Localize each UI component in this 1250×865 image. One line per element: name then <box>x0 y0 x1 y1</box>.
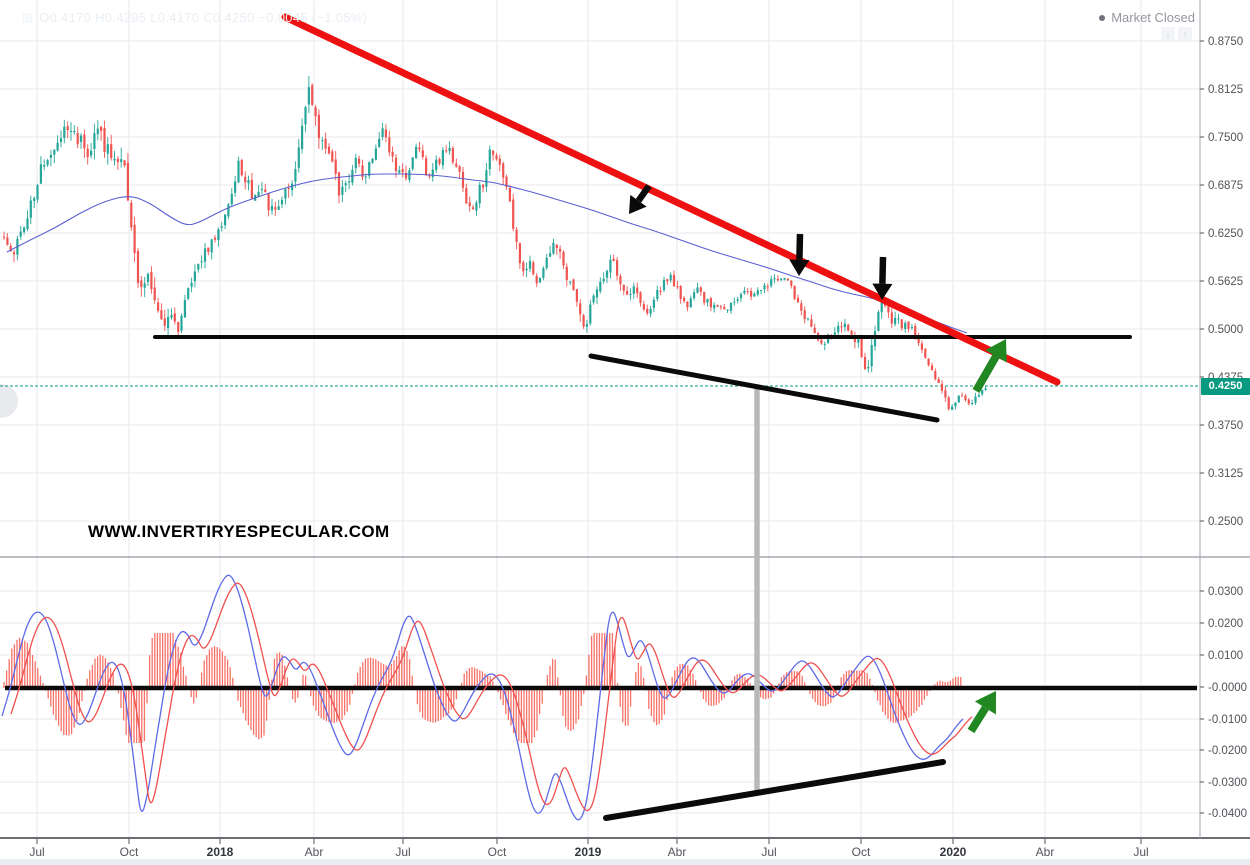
black-down-arrow-2 <box>796 233 804 260</box>
price-tick-label[interactable]: -0.0300 <box>1208 777 1247 789</box>
falling-trendline <box>588 353 940 423</box>
time-tick-label[interactable]: Oct <box>488 845 507 859</box>
candle-wicks-up <box>16 75 987 410</box>
legend-ohlc-values: O0.4170 H0.4295 L0.4170 C0.4250 −0.0045 … <box>39 10 368 25</box>
price-tick-label[interactable]: -0.0000 <box>1208 682 1247 694</box>
site-watermark: WWW.INVERTIRYESPECULAR.COM <box>88 522 390 541</box>
price-tick-label[interactable]: 0.6250 <box>1208 228 1243 240</box>
time-tick-label[interactable]: Oct <box>852 845 871 859</box>
green-up-arrow-2-head <box>974 691 996 715</box>
macd-line <box>1 574 964 821</box>
time-tick-label[interactable]: Abr <box>305 845 324 859</box>
market-status: Market Closed <box>1099 10 1195 25</box>
time-tick-label[interactable]: Jul <box>29 845 44 859</box>
price-tick-label[interactable]: 0.5000 <box>1208 324 1243 336</box>
last-price-badge: 0.4250 <box>1201 378 1250 395</box>
indicator-trendline <box>603 759 946 821</box>
ma-line <box>6 173 968 334</box>
black-down-arrow-1 <box>635 184 652 203</box>
time-tick-label[interactable]: Jul <box>395 845 410 859</box>
green-up-arrow-1 <box>972 354 1000 393</box>
black-down-arrow-3 <box>879 256 887 284</box>
black-down-arrow-2-head <box>789 259 810 276</box>
green-up-arrow-1-head <box>985 339 1007 363</box>
scale-up-button[interactable]: ↑ <box>1178 27 1192 41</box>
time-tick-label[interactable]: Abr <box>1036 845 1055 859</box>
price-tick-label[interactable]: 0.8125 <box>1208 84 1243 96</box>
gridlines <box>0 0 1200 838</box>
candle-wicks-down <box>3 83 970 411</box>
candle-bodies-up <box>16 87 987 410</box>
red-downtrend-line <box>281 13 1061 386</box>
time-tick-label[interactable]: Abr <box>668 845 687 859</box>
price-tick-label[interactable]: 0.2500 <box>1208 516 1243 528</box>
candle-bodies-down <box>2 85 970 410</box>
price-tick-label[interactable]: 0.3125 <box>1208 468 1243 480</box>
time-tick-label[interactable]: Oct <box>120 845 139 859</box>
green-up-arrow-2 <box>967 705 989 734</box>
price-tick-label[interactable]: 0.8750 <box>1208 36 1243 48</box>
price-tick-label[interactable]: -0.0100 <box>1208 714 1247 726</box>
price-tick-label[interactable]: 0.6875 <box>1208 180 1243 192</box>
market-status-label: Market Closed <box>1111 10 1195 25</box>
status-dot-icon <box>1099 14 1106 21</box>
price-tick-label[interactable]: 0.3750 <box>1208 420 1243 432</box>
legend-symbol-icon: ⊞ <box>22 10 34 25</box>
time-tick-label[interactable]: Jul <box>1133 845 1148 859</box>
time-tick-label[interactable]: 2019 <box>575 845 602 859</box>
bottom-toolbar-strip <box>0 859 1250 865</box>
black-down-arrow-3-head <box>872 283 893 300</box>
price-tick-label[interactable]: -0.0200 <box>1208 745 1247 757</box>
time-tick-label[interactable]: 2020 <box>940 845 967 859</box>
price-tick-label[interactable]: 0.0100 <box>1208 650 1243 662</box>
price-tick-label[interactable]: 0.0300 <box>1208 586 1243 598</box>
ohlc-legend: ⊞ O0.4170 H0.4295 L0.4170 C0.4250 −0.0045… <box>22 10 367 26</box>
price-tick-label[interactable]: -0.0400 <box>1208 808 1247 820</box>
scale-down-button[interactable]: ↓ <box>1161 27 1175 41</box>
price-tick-label[interactable]: 0.7500 <box>1208 132 1243 144</box>
signal-line <box>10 582 973 812</box>
left-edge-logo-mark <box>0 384 18 418</box>
black-down-arrow-1-head <box>629 194 647 214</box>
price-tick-label[interactable]: 0.0200 <box>1208 618 1243 630</box>
time-tick-label[interactable]: 2018 <box>207 845 234 859</box>
time-tick-label[interactable]: Jul <box>761 845 776 859</box>
price-tick-label[interactable]: 0.5625 <box>1208 276 1243 288</box>
scale-buttons: ↓ ↑ <box>1161 27 1192 41</box>
